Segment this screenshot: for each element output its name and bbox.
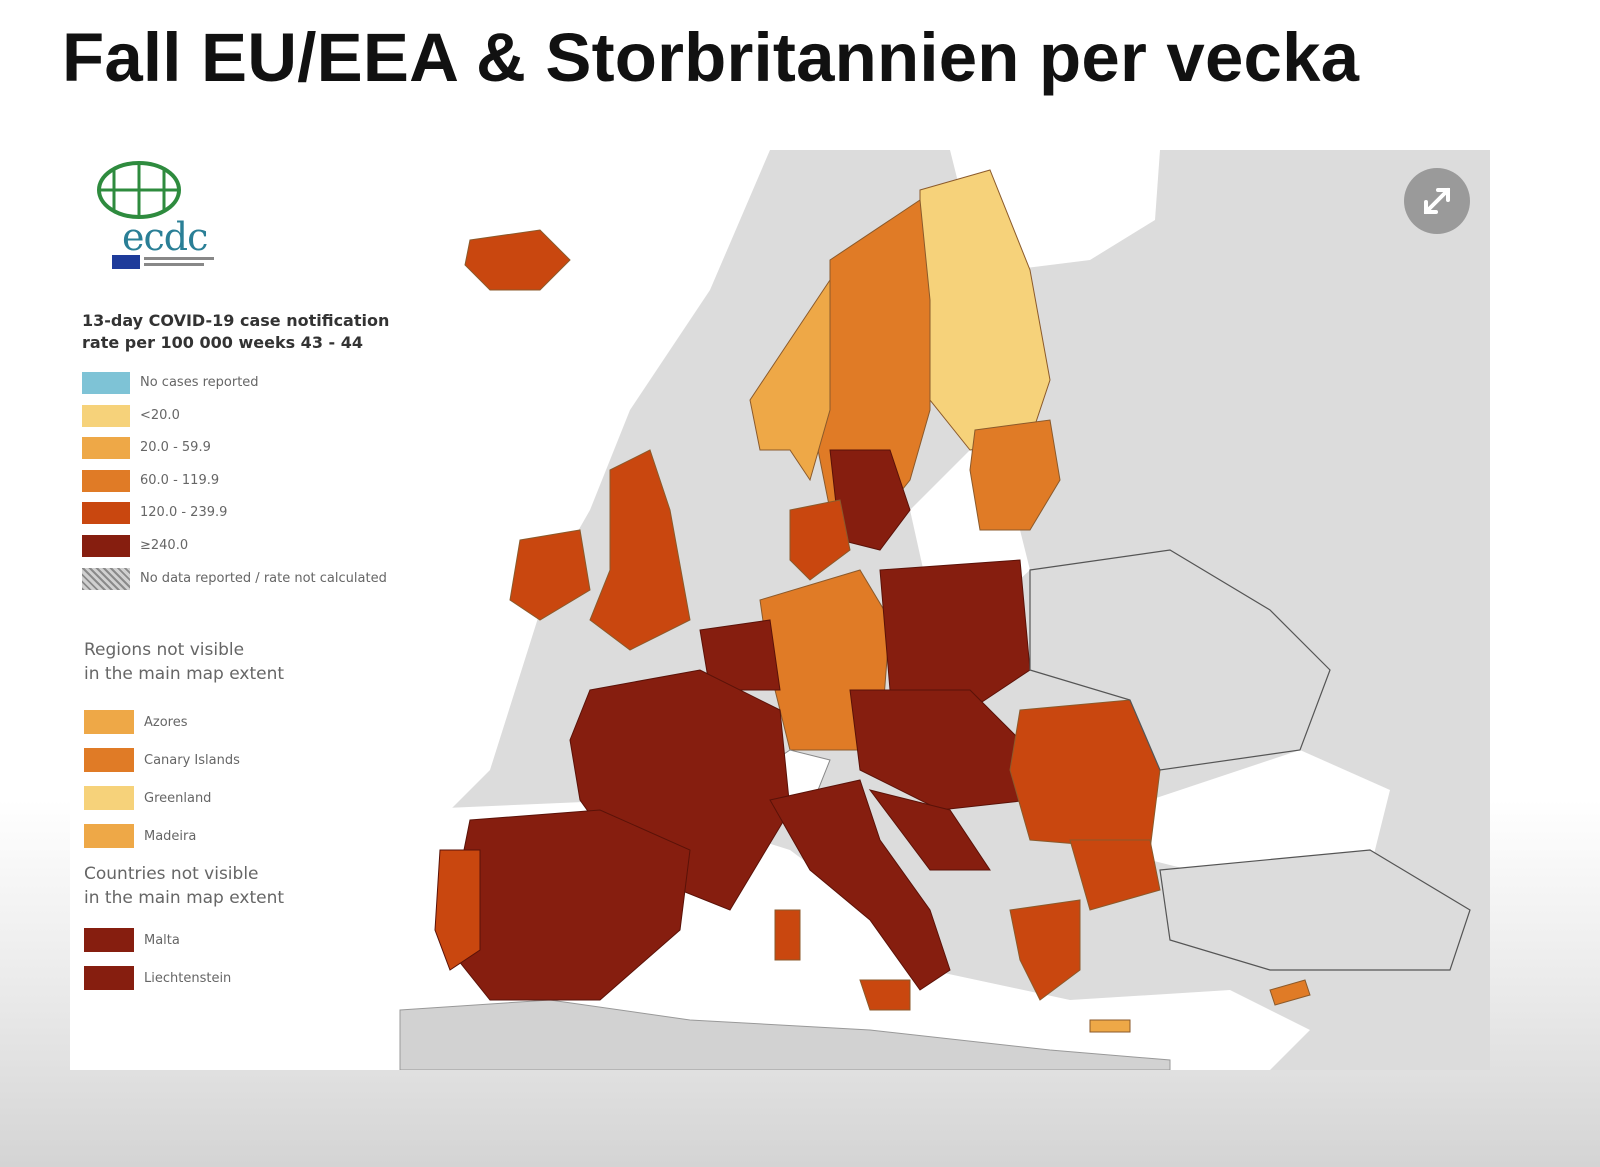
expand-icon bbox=[1424, 188, 1450, 214]
legend-label: 60.0 - 119.9 bbox=[140, 472, 220, 488]
slide-title: Fall EU/EEA & Storbritannien per vecka bbox=[62, 19, 1360, 96]
legend-swatch bbox=[84, 966, 134, 990]
legend-label: ≥240.0 bbox=[140, 537, 189, 553]
legend-label: Liechtenstein bbox=[144, 971, 232, 986]
region-bulgaria[interactable] bbox=[1069, 839, 1161, 911]
legend-swatch-hatched bbox=[82, 567, 130, 590]
heading-line: in the main map extent bbox=[84, 888, 285, 908]
region-italy[interactable] bbox=[769, 779, 951, 991]
heading-line: in the main map extent bbox=[84, 664, 285, 684]
ecdc-logo-text: ecdc bbox=[122, 215, 208, 259]
legend-label: <20.0 bbox=[140, 407, 180, 423]
map-panel: ecdc 13-day COVID-19 case notification r… bbox=[70, 150, 1490, 1070]
legend-label: Greenland bbox=[144, 791, 212, 806]
legend-swatch bbox=[84, 710, 134, 734]
region-baltics[interactable] bbox=[969, 419, 1061, 531]
region-denmark[interactable] bbox=[789, 499, 851, 581]
legend-swatch bbox=[82, 502, 130, 525]
north-africa bbox=[399, 999, 1171, 1070]
legend-label: 20.0 - 59.9 bbox=[140, 440, 211, 456]
legend-swatch bbox=[82, 372, 130, 394]
black-sea bbox=[1120, 750, 1390, 880]
legend-label: Malta bbox=[144, 933, 180, 948]
region-portugal[interactable] bbox=[434, 849, 481, 971]
region-benelux[interactable] bbox=[699, 619, 781, 691]
heading-line: Regions not visible bbox=[84, 640, 245, 660]
legend-label: 120.0 - 239.9 bbox=[140, 505, 228, 521]
region-crete[interactable] bbox=[1089, 1019, 1131, 1033]
region-croatia[interactable] bbox=[868, 789, 991, 871]
ecdc-logo: ecdc bbox=[84, 155, 224, 275]
legend-swatch bbox=[82, 437, 130, 460]
legend-label: No data reported / rate not calculated bbox=[140, 570, 387, 586]
legend-swatch bbox=[82, 404, 130, 427]
region-greece[interactable] bbox=[1009, 899, 1081, 1001]
region-sardinia[interactable] bbox=[774, 909, 801, 961]
legend-swatch bbox=[84, 928, 134, 952]
region-romania[interactable] bbox=[1009, 699, 1161, 851]
legend-swatch bbox=[84, 748, 134, 772]
legend-swatch bbox=[84, 786, 134, 810]
region-united-kingdom[interactable] bbox=[589, 449, 691, 651]
legend-title: 13-day COVID-19 case notification rate p… bbox=[82, 310, 462, 354]
countries-not-visible-heading: Countries not visible in the main map ex… bbox=[84, 862, 384, 910]
legend-title-line1: 13-day COVID-19 case notification bbox=[82, 311, 390, 330]
europe-map[interactable] bbox=[70, 150, 1490, 1070]
legend-label: No cases reported bbox=[140, 375, 259, 390]
legend-label: Azores bbox=[144, 715, 188, 730]
legend-label: Madeira bbox=[144, 829, 197, 844]
region-cyprus[interactable] bbox=[1269, 979, 1311, 1006]
region-sicily[interactable] bbox=[859, 979, 911, 1011]
region-ireland[interactable] bbox=[509, 529, 591, 621]
region-norway[interactable] bbox=[749, 278, 831, 482]
region-turkey bbox=[1159, 849, 1471, 971]
globe-icon bbox=[97, 161, 214, 269]
atlantic-ocean bbox=[400, 150, 770, 810]
legend-title-line2: rate per 100 000 weeks 43 - 44 bbox=[82, 333, 363, 352]
legend-label: Canary Islands bbox=[144, 753, 240, 768]
legend-swatch bbox=[82, 534, 130, 557]
region-iceland[interactable] bbox=[464, 229, 571, 291]
heading-line: Countries not visible bbox=[84, 864, 259, 884]
regions-not-visible-heading: Regions not visible in the main map exte… bbox=[84, 638, 384, 686]
region-ukraine-belarus bbox=[1029, 549, 1331, 771]
legend-swatch bbox=[84, 824, 134, 848]
region-poland[interactable] bbox=[879, 559, 1031, 711]
legend-swatch bbox=[82, 469, 130, 492]
expand-button[interactable] bbox=[1404, 168, 1470, 234]
